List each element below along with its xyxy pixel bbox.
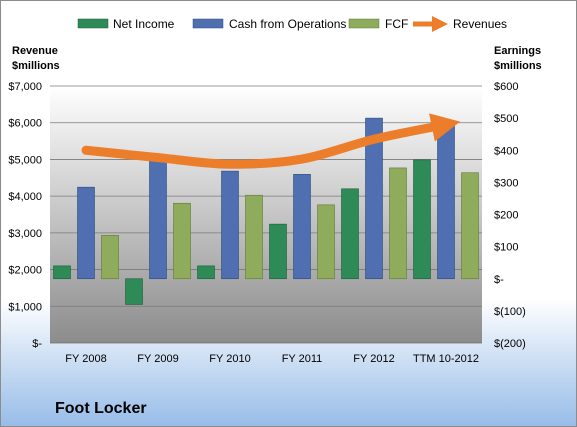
x-tick-label: FY 2011 [282, 353, 323, 365]
right-tick-label: $(200) [494, 338, 526, 350]
legend-label-cash-from-operations: Cash from Operations [229, 17, 346, 31]
x-tick-label: FY 2012 [353, 353, 394, 365]
right-tick-label: $600 [494, 81, 518, 93]
right-axis-ticks: $(200) $(100) $- $100 $200 $300 $400 $500 $600 [494, 81, 526, 350]
legend-swatch-fcf [348, 18, 380, 29]
legend-swatch-net-income [77, 18, 109, 29]
x-tick-label: FY 2010 [209, 353, 250, 365]
bar-cash-from-operations-fy-2011 [293, 174, 311, 280]
bar-cash-from-operations-ttm-10-2012 [437, 121, 455, 280]
revenue-line-layer [81, 113, 461, 169]
legend-label-revenues: Revenues [453, 17, 507, 31]
bar-fcf-fy-2011 [317, 204, 335, 280]
left-tick-label: $3,000 [8, 228, 42, 240]
x-tick-label: FY 2009 [137, 353, 178, 365]
right-tick-label: $(100) [494, 306, 526, 318]
right-axis-title-line1: Earnings [494, 45, 541, 57]
bar-fcf-fy-2009 [173, 202, 191, 280]
left-tick-label: $6,000 [8, 118, 42, 130]
bar-net-income-fy-2008 [53, 265, 71, 280]
left-tick-label: $5,000 [8, 154, 42, 166]
x-axis-ticks: FY 2008 FY 2009 FY 2010 FY 2011 FY 2012 TTM 1… [65, 353, 479, 365]
left-tick-label: $7,000 [8, 81, 42, 93]
chart-title: Foot Locker [55, 400, 147, 417]
bar-cash-from-operations-fy-2009 [149, 157, 167, 280]
bar-cash-from-operations-fy-2012 [365, 117, 383, 280]
right-tick-label: $- [494, 274, 504, 286]
left-tick-label: $- [32, 338, 42, 350]
bar-cash-from-operations-fy-2008 [77, 186, 95, 280]
x-tick-label: TTM 10-2012 [413, 353, 479, 365]
right-tick-label: $300 [494, 177, 518, 189]
right-tick-label: $400 [494, 145, 518, 157]
right-tick-label: $200 [494, 210, 518, 222]
legend: Net Income Cash from Operations FCF Reve… [77, 15, 507, 33]
left-axis-title-line2: $millions [12, 60, 60, 72]
left-tick-label: $4,000 [8, 191, 42, 203]
bar-net-income-ttm-10-2012 [413, 159, 431, 280]
bar-net-income-fy-2012 [341, 188, 359, 280]
legend-swatch-cash-from-operations [192, 18, 224, 29]
legend-label-net-income: Net Income [113, 17, 175, 31]
right-axis-title-line2: $millions [494, 60, 542, 72]
bar-fcf-fy-2012 [389, 167, 407, 280]
bar-net-income-fy-2011 [269, 223, 287, 280]
x-tick-label: FY 2008 [65, 353, 106, 365]
bars [53, 117, 479, 305]
left-tick-label: $2,000 [8, 265, 42, 277]
bar-fcf-ttm-10-2012 [461, 172, 479, 280]
left-axis-ticks: $- $1,000 $2,000 $3,000 $4,000 $5,000 $6,000 $7… [8, 81, 42, 350]
revenue-line [81, 113, 461, 169]
left-tick-label: $1,000 [8, 301, 42, 313]
bar-cash-from-operations-fy-2010 [221, 170, 239, 280]
bar-fcf-fy-2008 [101, 235, 119, 280]
legend-label-fcf: FCF [385, 17, 408, 31]
left-axis-title-line1: Revenue [12, 45, 58, 57]
bar-net-income-fy-2010 [197, 265, 215, 280]
right-tick-label: $500 [494, 113, 518, 125]
bar-net-income-fy-2009 [125, 278, 143, 305]
bar-fcf-fy-2010 [245, 194, 263, 280]
right-tick-label: $100 [494, 242, 518, 254]
